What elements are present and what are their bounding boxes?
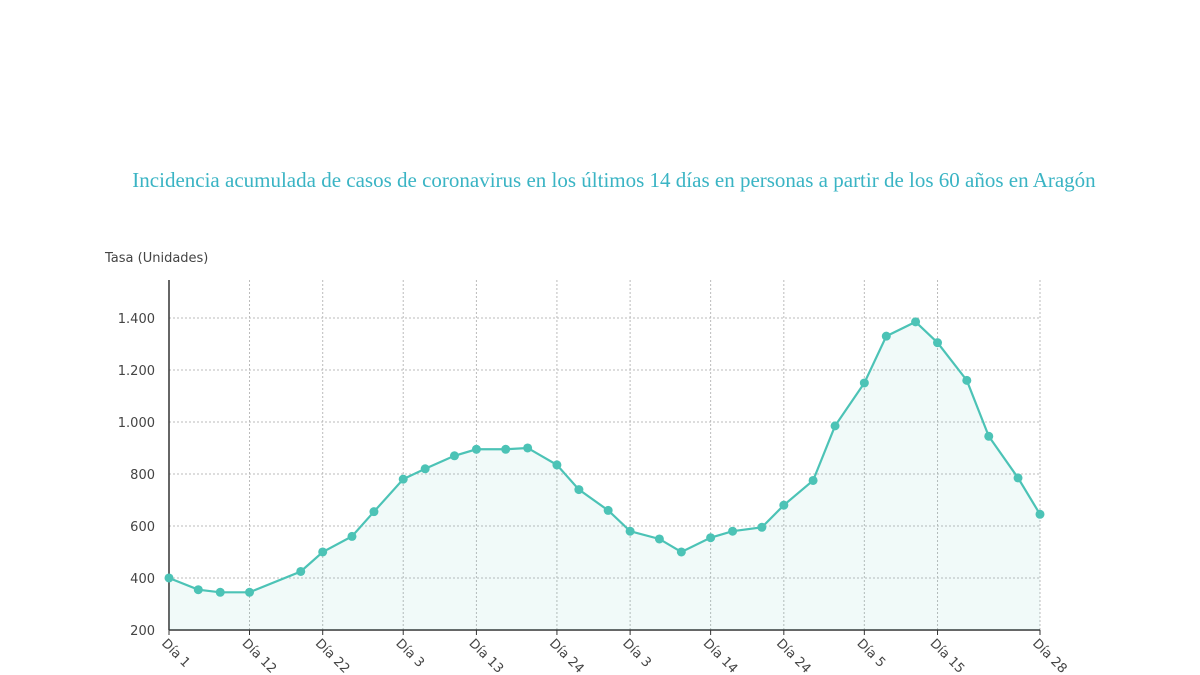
point xyxy=(245,587,255,597)
x-tick-label: Día 3 xyxy=(392,636,427,671)
point xyxy=(859,378,869,388)
point xyxy=(654,534,664,544)
point xyxy=(296,566,306,576)
point xyxy=(369,507,379,517)
point xyxy=(501,444,511,454)
y-tick-label: 200 xyxy=(130,624,155,639)
point xyxy=(471,444,481,454)
point xyxy=(962,375,972,385)
point xyxy=(881,331,891,341)
area xyxy=(169,321,1040,630)
y-tick-label: 400 xyxy=(130,572,155,587)
point xyxy=(603,505,613,515)
x-tick-label: Día 24 xyxy=(773,636,813,675)
point xyxy=(449,451,459,461)
point xyxy=(347,531,357,541)
point xyxy=(808,475,818,485)
y-axis-label: Tasa (Unidades) xyxy=(104,251,208,266)
point xyxy=(420,464,430,474)
point xyxy=(318,547,328,557)
point xyxy=(552,460,562,470)
y-tick-label: 800 xyxy=(130,468,155,483)
point xyxy=(757,522,767,532)
point xyxy=(574,485,584,495)
point xyxy=(1035,509,1045,519)
point xyxy=(1013,473,1023,483)
x-tick-label: Día 13 xyxy=(466,636,506,675)
point xyxy=(706,533,716,543)
line xyxy=(168,320,1041,594)
x-tick-label: Día 24 xyxy=(546,636,586,675)
point xyxy=(164,573,174,583)
x-tick-label: Día 22 xyxy=(312,636,352,675)
point xyxy=(933,338,943,348)
x-tick-label: Día 3 xyxy=(619,636,654,671)
y-tick-label: 1.000 xyxy=(118,416,155,431)
y-tick-label: 600 xyxy=(130,520,155,535)
point xyxy=(398,474,408,484)
x-tick-label: Día 28 xyxy=(1029,636,1069,675)
point xyxy=(676,547,686,557)
x-tick-label: Día 12 xyxy=(239,636,279,675)
y-tick-label: 1.400 xyxy=(118,312,155,327)
point xyxy=(193,585,203,595)
point xyxy=(215,587,225,597)
point xyxy=(625,526,635,536)
point xyxy=(830,421,840,431)
x-tick-label: Día 14 xyxy=(700,636,740,675)
point xyxy=(911,317,921,327)
x-tick-label: Día 15 xyxy=(927,636,967,675)
point xyxy=(779,500,789,510)
point xyxy=(984,431,994,441)
x-tick-label: Día 1 xyxy=(158,636,193,671)
point xyxy=(728,526,738,536)
point xyxy=(523,443,533,453)
chart-title: Incidencia acumulada de casos de coronav… xyxy=(132,168,1096,192)
y-tick-label: 1.200 xyxy=(118,364,155,379)
x-tick-label: Día 5 xyxy=(854,636,889,671)
